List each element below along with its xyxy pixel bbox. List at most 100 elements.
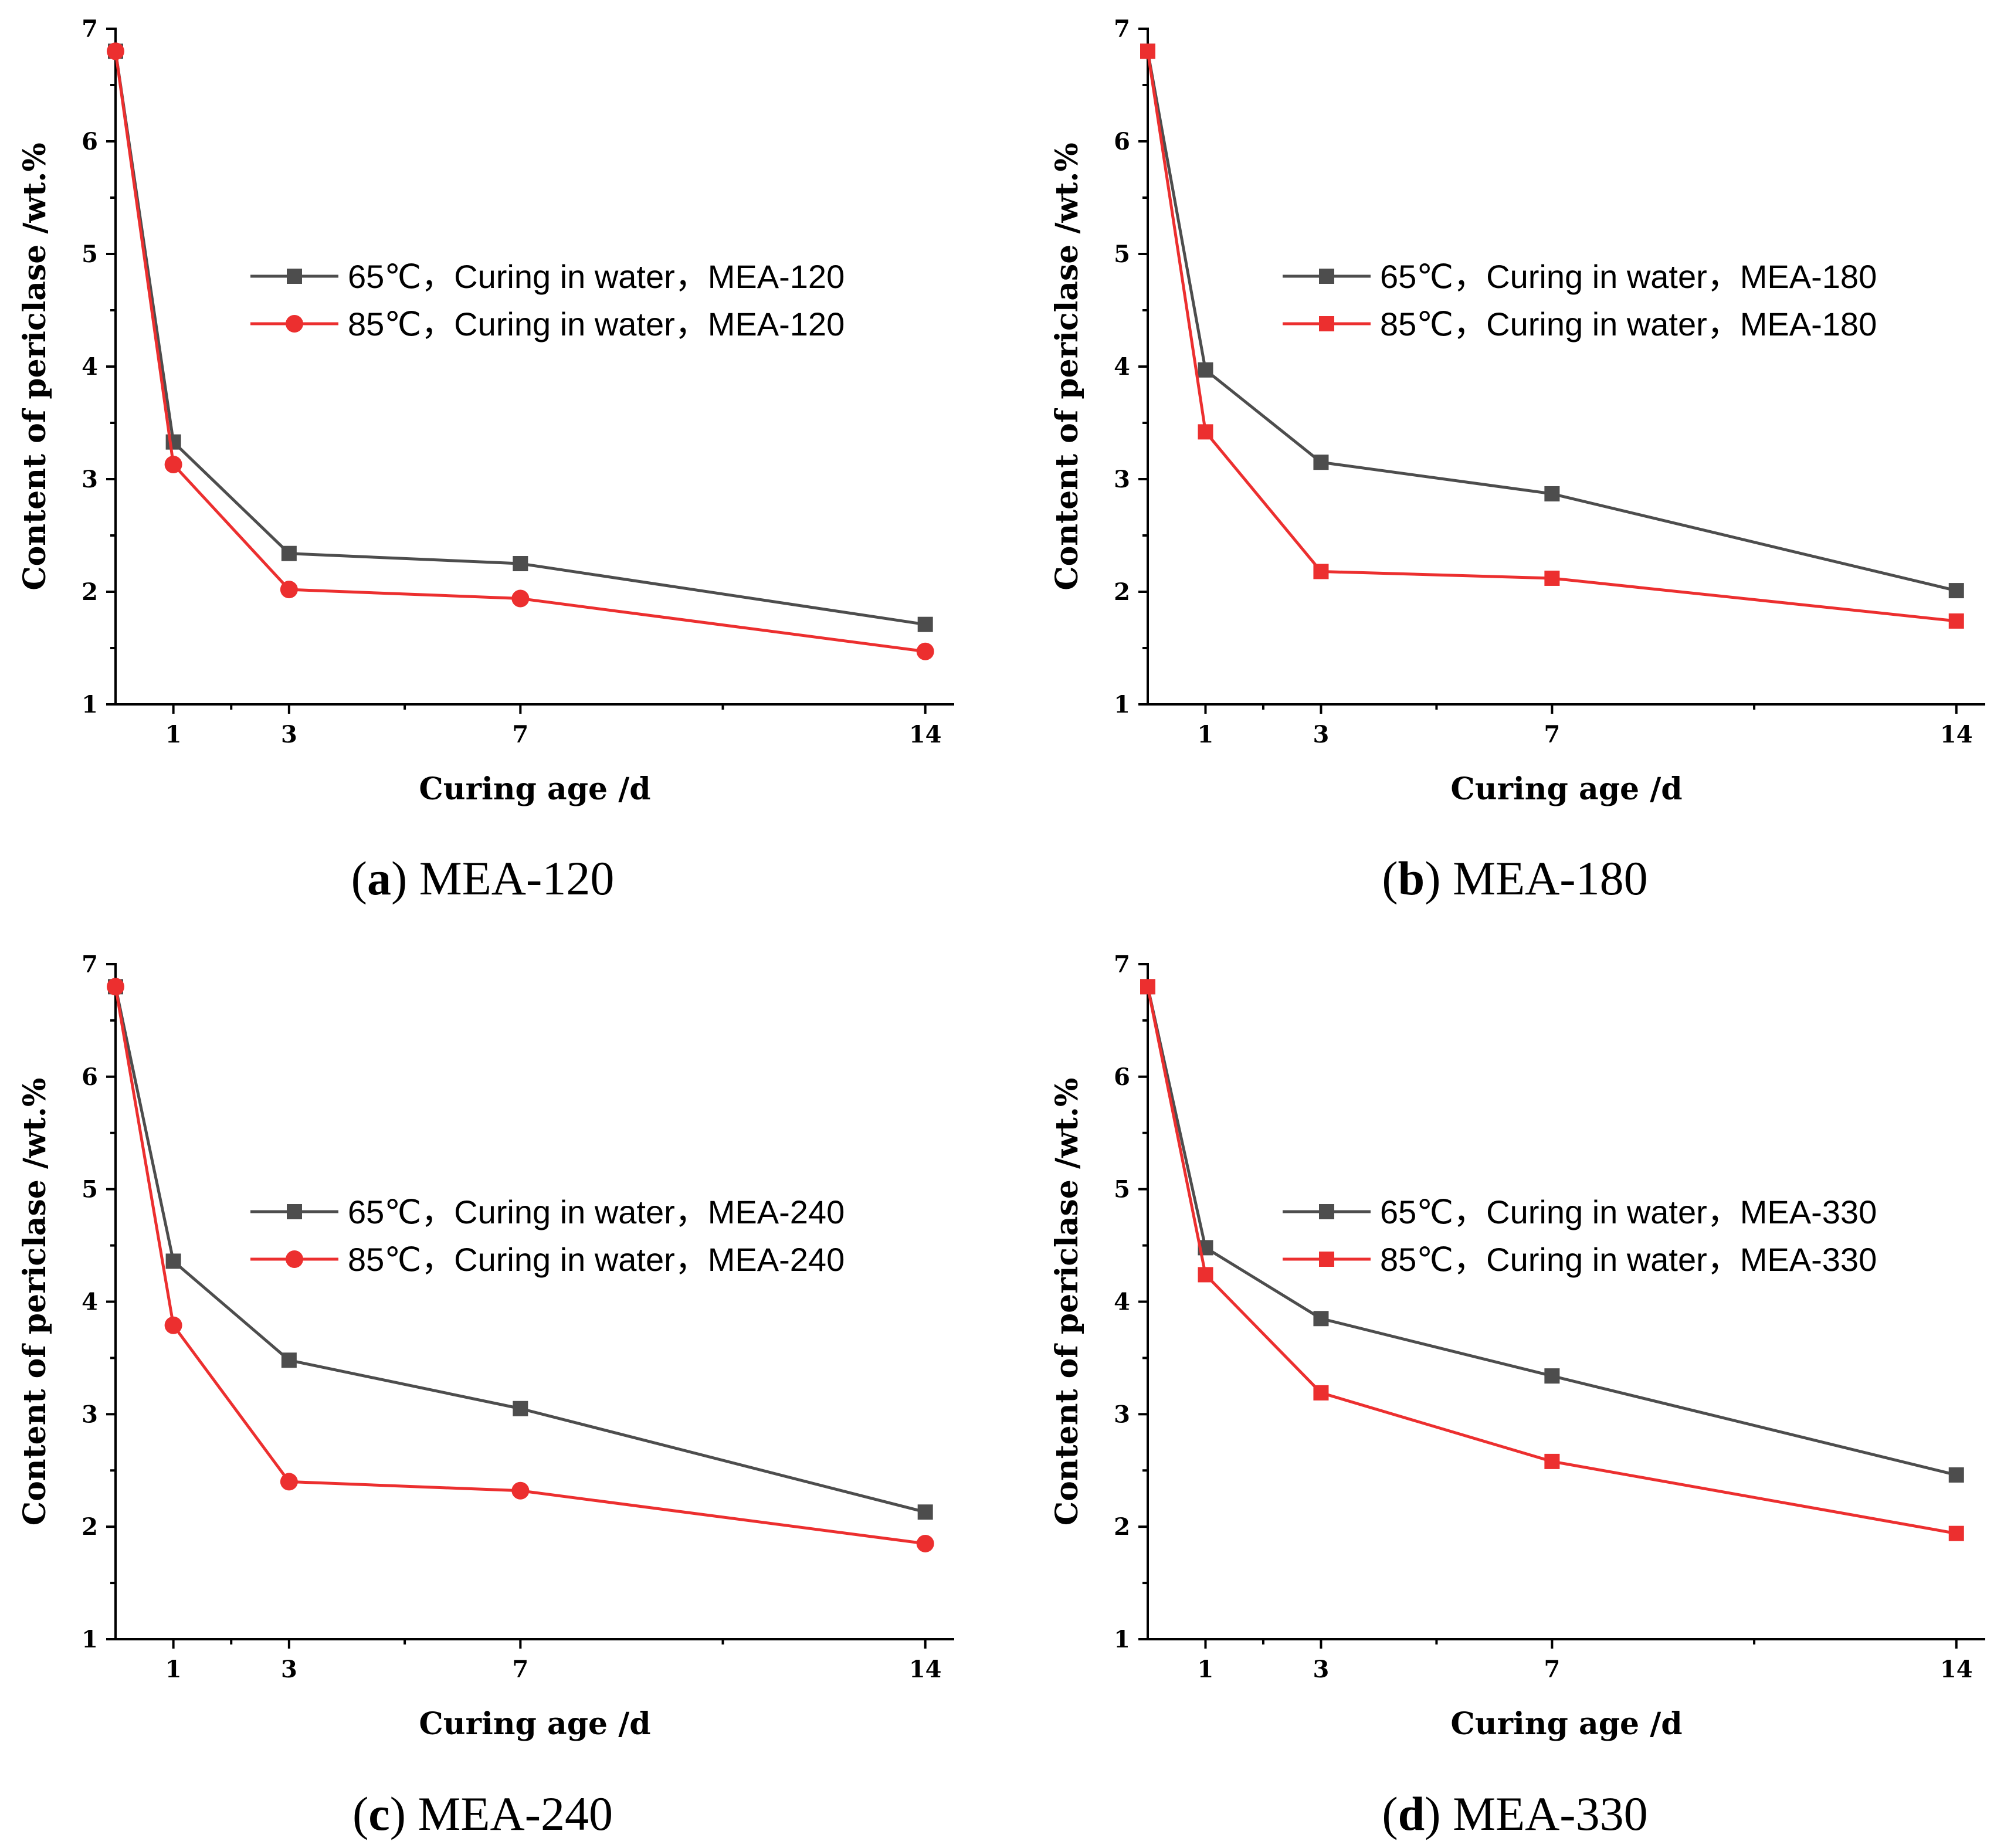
- data-point: [917, 1504, 933, 1520]
- y-tick-label: 1: [82, 1626, 98, 1653]
- data-point: [1313, 564, 1329, 579]
- x-tick-label: 14: [909, 1656, 942, 1683]
- y-tick-label: 7: [82, 951, 98, 978]
- y-tick-label: 3: [1114, 1401, 1130, 1428]
- x-axis-title: Curing age /d: [419, 1706, 650, 1742]
- y-tick-label: 1: [1114, 1626, 1130, 1653]
- data-point: [513, 556, 528, 571]
- data-point: [1198, 424, 1213, 440]
- legend-marker: [1319, 1252, 1334, 1267]
- y-tick-label: 1: [1114, 691, 1130, 718]
- chart-panel-c: 1 2 3 4 5 6 7 1 3 7 14 Curing age /d Content of peri…: [17, 951, 954, 1840]
- y-tick-label: 3: [82, 1401, 98, 1428]
- chart-panel-b: 1 2 3 4 5 6 7 1 3 7 14 Curing age /d Content of peri…: [1049, 15, 1985, 905]
- legend-marker: [286, 1250, 303, 1268]
- data-point: [281, 1352, 297, 1368]
- data-point: [1313, 455, 1329, 470]
- data-point: [511, 1481, 530, 1500]
- data-point: [1544, 486, 1560, 501]
- panel-caption: (b) MEA-180: [1382, 852, 1647, 905]
- panel-caption: (d) MEA-330: [1382, 1787, 1647, 1840]
- data-point: [1544, 1453, 1560, 1469]
- x-tick-label: 3: [281, 1656, 297, 1683]
- data-point: [107, 978, 124, 996]
- y-tick-label: 2: [82, 578, 98, 606]
- y-tick-label: 4: [1114, 1288, 1130, 1316]
- legend-label: 85℃，Curing in water，MEA-240: [348, 1241, 845, 1278]
- x-axis-title: Curing age /d: [1450, 771, 1682, 807]
- y-axis-title: Content of periclase /wt.%: [1049, 143, 1085, 591]
- y-tick-label: 5: [1114, 1176, 1130, 1203]
- y-tick-label: 6: [1114, 128, 1130, 155]
- data-point: [165, 1253, 181, 1269]
- data-point: [107, 42, 124, 60]
- x-tick-label: 14: [909, 721, 942, 748]
- y-tick-label: 6: [82, 128, 98, 155]
- data-point: [1544, 570, 1560, 586]
- x-tick-label: 3: [1313, 721, 1330, 748]
- x-tick-label: 14: [1940, 1656, 1973, 1683]
- x-tick-label: 1: [165, 721, 182, 748]
- legend-label: 65℃，Curing in water，MEA-180: [1380, 258, 1877, 295]
- data-point: [511, 589, 530, 608]
- x-tick-label: 1: [1198, 721, 1214, 748]
- data-point: [916, 1534, 934, 1552]
- data-point: [1140, 979, 1155, 995]
- legend-label: 65℃，Curing in water，MEA-120: [348, 258, 845, 295]
- data-point: [1313, 1385, 1329, 1401]
- y-tick-label: 5: [1114, 240, 1130, 268]
- panel-caption: (c) MEA-240: [352, 1787, 613, 1840]
- legend-marker: [1319, 316, 1334, 331]
- data-point: [1948, 1467, 1964, 1483]
- x-tick-label: 3: [281, 721, 297, 748]
- y-tick-label: 5: [82, 1176, 98, 1203]
- y-axis-title: Content of periclase /wt.%: [1049, 1078, 1085, 1526]
- y-tick-label: 2: [1114, 578, 1130, 606]
- data-point: [916, 642, 934, 660]
- legend-marker: [1319, 1204, 1334, 1219]
- data-point: [1313, 1311, 1329, 1327]
- y-tick-label: 4: [82, 1288, 98, 1316]
- data-point: [164, 456, 182, 474]
- legend-marker: [286, 315, 303, 333]
- panel-caption: (a) MEA-120: [351, 852, 615, 905]
- data-point: [1948, 583, 1964, 599]
- x-tick-label: 7: [1544, 1656, 1560, 1683]
- data-point: [1544, 1368, 1560, 1384]
- y-tick-label: 7: [1114, 15, 1130, 43]
- legend-label: 85℃，Curing in water，MEA-180: [1380, 306, 1877, 343]
- data-point: [1198, 1267, 1213, 1283]
- x-axis-title: Curing age /d: [1450, 1706, 1682, 1742]
- data-point: [280, 1473, 298, 1491]
- y-tick-label: 6: [1114, 1063, 1130, 1091]
- x-tick-label: 7: [512, 721, 528, 748]
- y-tick-label: 2: [1114, 1513, 1130, 1541]
- x-tick-label: 1: [1198, 1656, 1214, 1683]
- x-axis-title: Curing age /d: [419, 771, 650, 807]
- y-tick-label: 2: [82, 1513, 98, 1541]
- legend-marker: [287, 1204, 302, 1219]
- data-point: [1140, 43, 1155, 59]
- legend-marker: [1319, 269, 1334, 284]
- series-line-65c: [1146, 986, 1957, 1477]
- y-tick-label: 3: [1114, 466, 1130, 493]
- x-tick-label: 1: [165, 1656, 182, 1683]
- data-point: [1948, 1525, 1964, 1541]
- legend-label: 65℃，Curing in water，MEA-240: [348, 1193, 845, 1230]
- data-point: [1948, 613, 1964, 629]
- data-point: [164, 1316, 182, 1334]
- y-tick-label: 7: [82, 15, 98, 43]
- x-tick-label: 7: [512, 1656, 528, 1683]
- legend-label: 85℃，Curing in water，MEA-120: [348, 306, 845, 343]
- y-tick-label: 4: [82, 353, 98, 381]
- legend-label: 85℃，Curing in water，MEA-330: [1380, 1241, 1877, 1278]
- data-point: [281, 545, 297, 561]
- chart-panel-d: 1 2 3 4 5 6 7 1 3 7 14 Curing age /d Content of peri…: [1049, 951, 1985, 1840]
- data-point: [513, 1401, 528, 1416]
- y-tick-label: 3: [82, 466, 98, 493]
- y-tick-label: 5: [82, 240, 98, 268]
- chart-panel-a: 1 2 3 4 5 6 7 1 3 7 14 Curing age /d Content of peri…: [17, 15, 954, 905]
- y-tick-label: 4: [1114, 353, 1130, 381]
- y-axis-title: Content of periclase /wt.%: [17, 143, 53, 591]
